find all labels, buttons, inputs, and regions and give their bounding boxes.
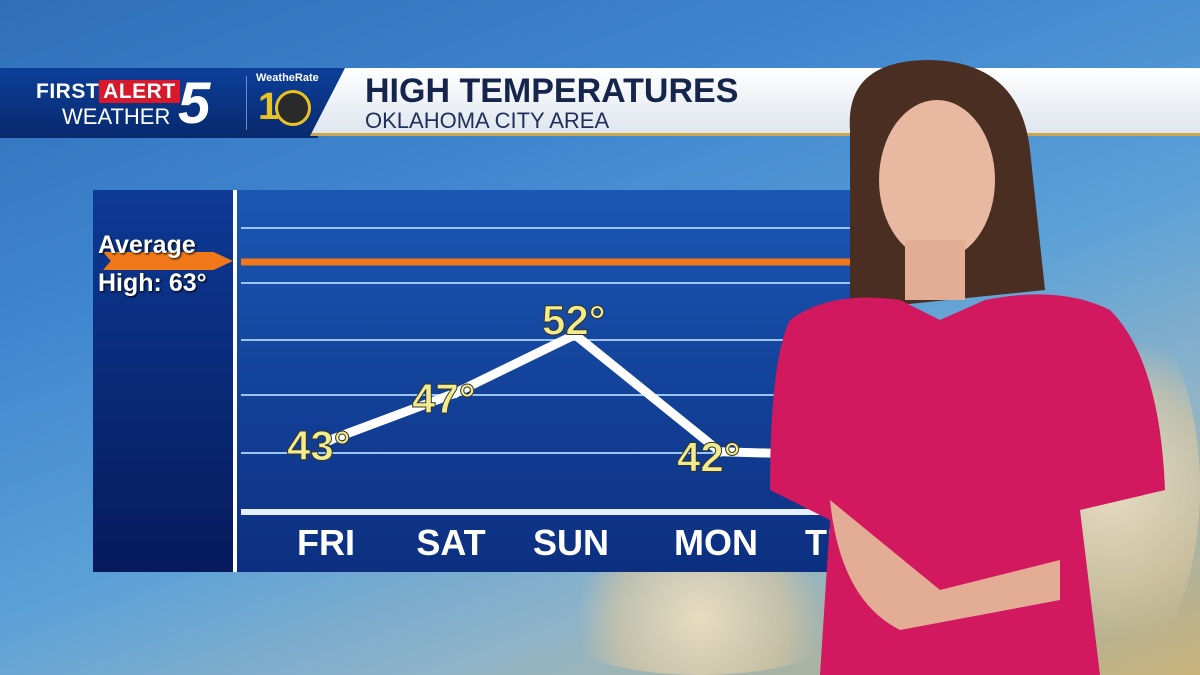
x-tick-label: SAT <box>416 522 485 563</box>
logo-first: FIRST <box>36 80 100 103</box>
average-label-line1: Average <box>98 231 196 259</box>
data-label: 42° <box>677 434 741 481</box>
x-tick-label: SUN <box>533 522 609 563</box>
data-point <box>450 388 460 399</box>
logo-first-alert: FIRST ALERT <box>36 80 180 104</box>
x-tick-label: FRI <box>297 522 355 563</box>
data-point <box>325 435 335 445</box>
title-bar <box>310 68 1200 136</box>
chart-svg: 43° 47° 52° 42° FRI SAT SUN MON TU <box>241 227 853 563</box>
data-label: 52° <box>542 297 606 344</box>
average-arrow-icon <box>103 252 233 270</box>
temperature-chart: Average High: 63° 43° 47° 52° 42° FRI SAT SUN M… <box>93 190 853 572</box>
x-tick-label: MON <box>674 522 758 563</box>
average-label: Average High: 63° <box>98 226 207 302</box>
logo-weather: WEATHER <box>62 104 171 129</box>
page-subtitle: OKLAHOMA CITY AREA <box>365 108 610 133</box>
divider <box>246 76 247 130</box>
cloud <box>1020 300 1200 675</box>
data-label: 43° <box>287 422 351 469</box>
x-tick-label: TU <box>805 522 853 563</box>
cloud <box>540 560 860 675</box>
weatherate-logo: WeatheRate <box>256 72 319 84</box>
data-label: 47° <box>412 375 476 422</box>
certified-badge-icon <box>275 90 311 126</box>
data-point <box>715 446 725 457</box>
logo-alert: ALERT <box>99 80 180 103</box>
plot-area <box>237 190 853 572</box>
data-point <box>570 329 580 340</box>
average-label-line2: High: 63° <box>98 269 207 297</box>
page-title: HIGH TEMPERATURES <box>365 72 739 110</box>
logo-number: 5 <box>178 71 211 136</box>
